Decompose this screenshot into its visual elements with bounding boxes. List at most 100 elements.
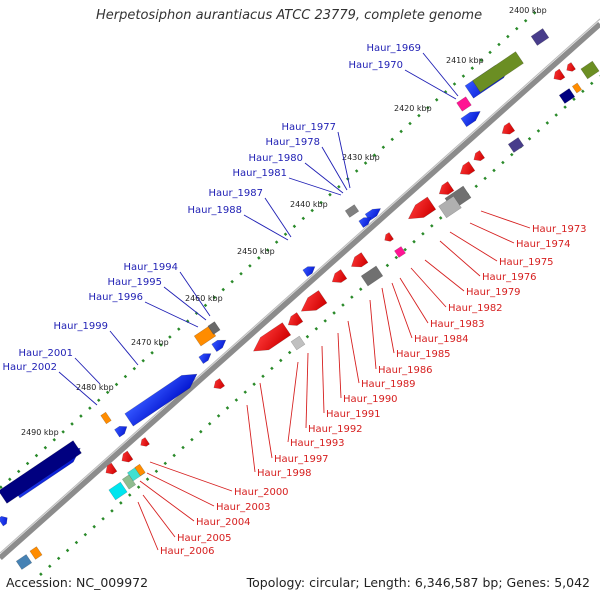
reverse-label-leader (337, 332, 342, 399)
forward-label-leader (163, 286, 207, 321)
backbone-highlight (0, 18, 600, 554)
forward-cds (302, 266, 316, 278)
forward-feature-box (207, 321, 221, 335)
forward-label-leader (337, 131, 351, 189)
forward-label-leader (304, 162, 344, 194)
reverse-cds (300, 290, 328, 312)
reverse-cds (252, 322, 292, 352)
reverse-gene-label: Haur_1991 (326, 409, 381, 420)
forward-label-leader (243, 214, 289, 241)
forward-cds (460, 111, 481, 128)
reverse-feature-box (360, 265, 384, 287)
forward-cds (211, 339, 227, 352)
reverse-gene-label: Haur_2005 (177, 533, 232, 544)
reverse-cds (121, 450, 134, 463)
reverse-gene-label: Haur_1983 (430, 319, 485, 330)
kbp-label: 2460 kbp (185, 294, 223, 303)
reverse-label-leader (142, 494, 176, 538)
genome-summary: Topology: circular; Length: 6,346,587 bp… (246, 575, 590, 590)
kbp-label: 2420 kbp (394, 104, 432, 113)
forward-gene-label: Haur_1987 (208, 188, 263, 199)
forward-gene-label: Haur_1994 (123, 262, 178, 273)
forward-cds (124, 373, 198, 427)
label-leader-lines (58, 52, 531, 551)
kbp-tick-marks (0, 7, 600, 576)
reverse-label-leader (137, 501, 159, 551)
forward-gene-label: Haur_1988 (187, 205, 242, 216)
forward-label-leader (422, 52, 459, 97)
reverse-feature-box (29, 546, 43, 560)
gene-features (0, 28, 600, 570)
forward-gene-label: Haur_1977 (281, 122, 336, 133)
reverse-label-leader (321, 345, 325, 414)
reverse-cds (287, 312, 304, 326)
forward-cds (358, 217, 372, 229)
reverse-label-leader (139, 480, 195, 522)
reverse-gene-label: Haur_1973 (532, 224, 587, 235)
forward-feature-box (344, 204, 360, 218)
reverse-gene-label: Haur_2006 (160, 546, 215, 557)
reverse-gene-label: Haur_1993 (290, 438, 345, 449)
reverse-gene-label: Haur_1982 (448, 303, 503, 314)
gene-labels: Haur_1969 Haur_1970 Haur_1977 Haur_1978 Haur… (2, 43, 586, 557)
reverse-label-leader (391, 282, 413, 339)
reverse-feature-box (290, 335, 306, 351)
forward-cds (0, 515, 8, 527)
reverse-cds (105, 462, 118, 475)
forward-label-leader (321, 146, 348, 191)
kbp-label: 2400 kbp (509, 6, 547, 15)
forward-gene-label: Haur_1978 (265, 137, 320, 148)
reverse-feature-box (571, 82, 583, 94)
forward-gene-label: Haur_1995 (107, 277, 162, 288)
forward-label-leader (404, 69, 457, 100)
reverse-cds (407, 196, 437, 220)
forward-feature-box (472, 51, 524, 93)
reverse-gene-label: Haur_1984 (414, 334, 469, 345)
reverse-cds (384, 232, 394, 242)
kbp-label: 2470 kbp (131, 338, 169, 347)
reverse-feature-box (580, 60, 600, 80)
forward-feature-box (100, 411, 112, 425)
forward-feature-box (0, 440, 82, 504)
reverse-gene-label: Haur_2000 (234, 487, 289, 498)
kbp-label: 2430 kbp (342, 153, 380, 162)
reverse-gene-label: Haur_1997 (274, 454, 329, 465)
reverse-label-leader (369, 299, 377, 370)
reverse-gene-label: Haur_2004 (196, 517, 251, 528)
forward-feature-box (530, 28, 550, 46)
forward-gene-label: Haur_1969 (366, 43, 421, 54)
reverse-gene-label: Haur_1989 (361, 379, 416, 390)
kbp-label: 2410 kbp (446, 56, 484, 65)
map-title: Herpetosiphon aurantiacus ATCC 23779, co… (96, 8, 483, 23)
reverse-cds (566, 62, 576, 72)
reverse-label-leader (146, 472, 215, 507)
reverse-feature-box (15, 554, 33, 570)
forward-tick-track (0, 7, 541, 489)
reverse-label-leader (347, 320, 360, 384)
kbp-label: 2490 kbp (21, 428, 59, 437)
reverse-cds (331, 269, 348, 283)
reverse-feature-box (507, 137, 525, 153)
reverse-cds (501, 122, 516, 135)
forward-label-leader (264, 197, 292, 238)
backbone-line (0, 21, 600, 561)
reverse-gene-label: Haur_2003 (216, 502, 271, 513)
reverse-gene-label: Haur_1976 (482, 272, 537, 283)
reverse-feature-box (134, 463, 146, 477)
forward-label-leader (58, 371, 98, 406)
reverse-label-leader (480, 210, 531, 229)
reverse-label-leader (469, 222, 515, 244)
kbp-label: 2450 kbp (237, 247, 275, 256)
forward-gene-label: Haur_1999 (53, 321, 108, 332)
reverse-gene-label: Haur_1975 (499, 257, 554, 268)
forward-gene-label: Haur_2002 (2, 362, 57, 373)
reverse-gene-label: Haur_1986 (378, 365, 433, 376)
forward-label-leader (144, 301, 199, 328)
forward-label-leader (109, 330, 139, 366)
forward-label-leader (74, 357, 101, 385)
kbp-labels: 2400 kbp 2410 kbp 2420 kbp 2430 kbp 2440 kbp… (21, 6, 547, 437)
reverse-label-leader (259, 382, 273, 459)
reverse-feature-box (121, 474, 137, 490)
reverse-cds (213, 378, 226, 389)
